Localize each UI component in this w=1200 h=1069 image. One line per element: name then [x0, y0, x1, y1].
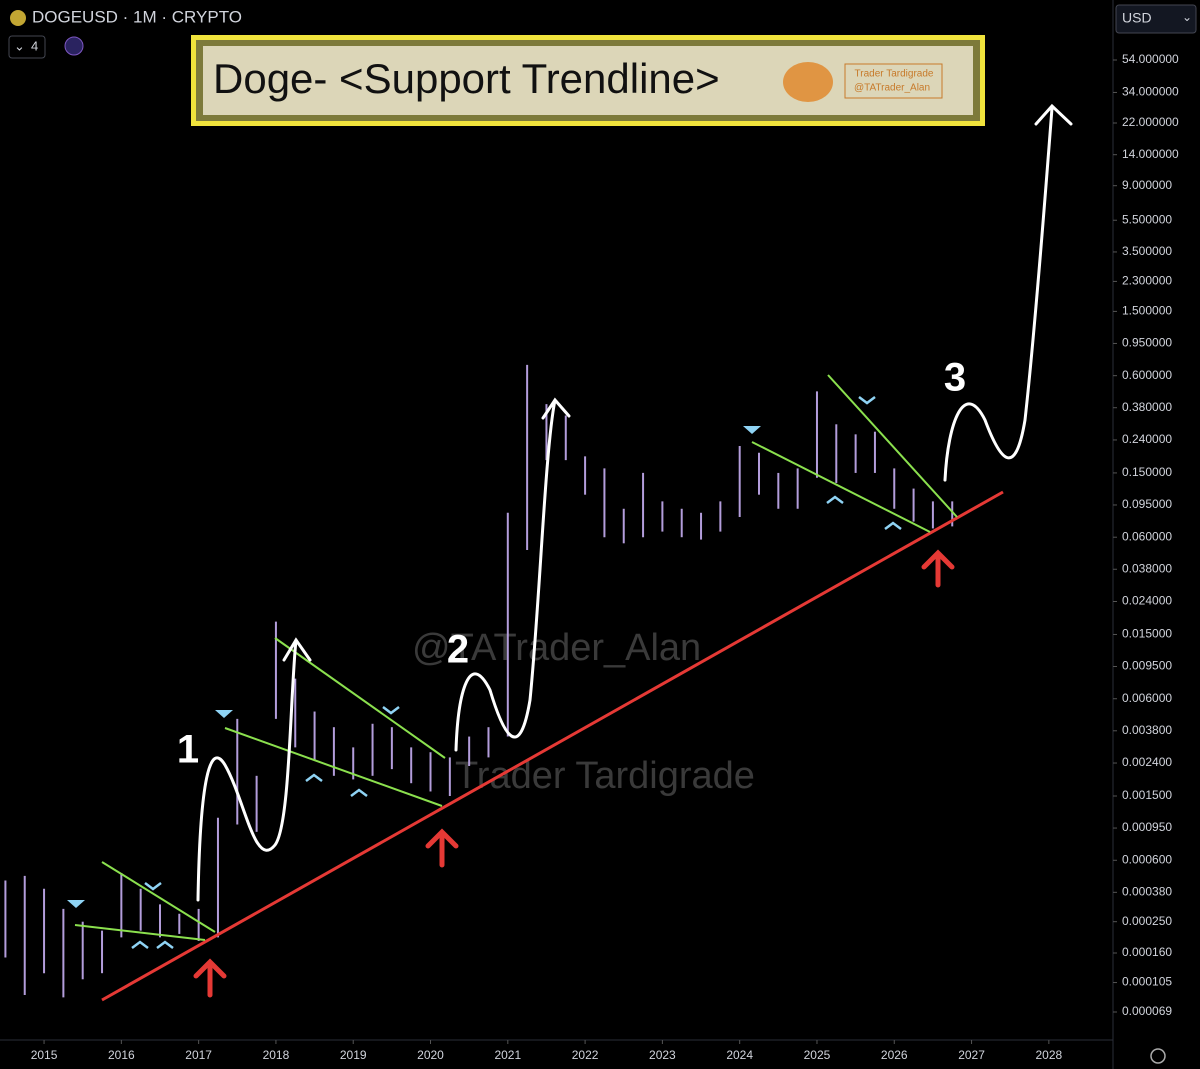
marker [215, 710, 233, 718]
badge [844, 63, 943, 99]
y-tick-label: 0.000160 [1122, 945, 1172, 959]
y-tick-label: 0.060000 [1122, 529, 1172, 543]
indicator-count: 4 [31, 38, 38, 53]
drawings [67, 103, 1073, 1002]
marker [826, 495, 902, 530]
badge-text: Trader Tardigrade [855, 69, 934, 80]
watermark: Trader Tardigrade [455, 755, 755, 797]
badge-text: @TATrader_Alan [854, 83, 930, 94]
y-tick-label: 22.000000 [1122, 115, 1179, 129]
y-tick-label: 0.015000 [1122, 627, 1172, 641]
y-tick-label: 0.006000 [1122, 691, 1172, 705]
y-tick-label: 0.001500 [1122, 788, 1172, 802]
up-arrow [193, 958, 227, 998]
up-arrow [921, 549, 955, 588]
marker [67, 900, 85, 908]
x-tick-label: 2028 [1035, 1048, 1062, 1062]
currency-select[interactable] [1115, 4, 1197, 34]
y-tick-label: 5.500000 [1122, 212, 1172, 226]
marker [858, 396, 876, 405]
x-tick-label: 2021 [494, 1048, 521, 1062]
y-tick-label: 0.024000 [1122, 594, 1172, 608]
marker [305, 773, 368, 797]
y-tick-label: 0.009500 [1122, 659, 1172, 673]
refresh-icon[interactable] [64, 36, 84, 56]
y-tick-label: 2.300000 [1122, 274, 1172, 288]
trendline [751, 441, 931, 533]
x-tick-label: 2019 [340, 1048, 367, 1062]
marker [743, 426, 761, 434]
y-tick-label: 0.000600 [1122, 852, 1172, 866]
y-tick-label: 0.380000 [1122, 400, 1172, 414]
indicator-toggle[interactable] [8, 35, 46, 59]
projection-arrow [943, 103, 1073, 482]
trendline [74, 924, 206, 941]
currency: USD [1122, 10, 1152, 26]
y-tick-label: 14.000000 [1122, 147, 1179, 161]
x-tick-label: 2016 [108, 1048, 135, 1062]
x-tick-label: 2025 [804, 1048, 831, 1062]
y-tick-label: 9.000000 [1122, 178, 1172, 192]
x-tick-label: 2027 [958, 1048, 985, 1062]
y-tick-label: 0.038000 [1122, 561, 1172, 575]
y-tick-label: 0.002400 [1122, 755, 1172, 769]
x-tick-label: 2020 [417, 1048, 444, 1062]
y-tick-label: 34.000000 [1122, 85, 1179, 99]
y-tick-label: 0.000950 [1122, 820, 1172, 834]
y-tick-label: 0.000105 [1122, 975, 1172, 989]
trendline [224, 727, 443, 807]
trendline [274, 637, 446, 759]
y-tick-label: 0.950000 [1122, 336, 1172, 350]
y-tick-label: 0.600000 [1122, 368, 1172, 382]
chevron: ⌄ [14, 38, 25, 53]
x-tick-label: 2024 [726, 1048, 753, 1062]
marker [144, 882, 162, 891]
y-tick-label: 0.095000 [1122, 497, 1172, 511]
y-tick-label: 0.000250 [1122, 914, 1172, 928]
projection-arrow [196, 637, 312, 902]
symbol: DOGEUSD · 1M · CRYPTO [32, 7, 242, 26]
x-tick-label: 2022 [572, 1048, 599, 1062]
annotation: 2 [447, 628, 469, 672]
y-tick-label: 0.000069 [1122, 1004, 1172, 1018]
chevron: ⌄ [1182, 10, 1192, 24]
y-tick-label: 1.500000 [1122, 304, 1172, 318]
logo [783, 62, 833, 102]
y-tick-label: 0.150000 [1122, 465, 1172, 479]
x-tick-label: 2023 [649, 1048, 676, 1062]
y-tick-label: 0.000380 [1122, 884, 1172, 898]
y-tick-label: 3.500000 [1122, 244, 1172, 258]
projection-arrow [454, 397, 571, 752]
annotation: 1 [177, 728, 199, 772]
annotation: 3 [944, 356, 966, 400]
up-arrow [425, 828, 459, 868]
x-tick-label: 2018 [263, 1048, 290, 1062]
x-tick-label: 2015 [31, 1048, 58, 1062]
y-tick-label: 0.003800 [1122, 723, 1172, 737]
y-tick-label: 0.240000 [1122, 432, 1172, 446]
symbol-icon [10, 10, 26, 26]
x-tick-label: 2017 [185, 1048, 212, 1062]
marker [382, 706, 400, 715]
trendline [101, 861, 216, 933]
title: Doge- <Support Trendline> [213, 55, 720, 102]
settings-icon[interactable] [1150, 1048, 1166, 1064]
x-tick-label: 2026 [881, 1048, 908, 1062]
watermark: @TATrader_Alan [412, 627, 701, 669]
y-tick-label: 54.000000 [1122, 52, 1179, 66]
marker [131, 940, 174, 949]
trendline [827, 374, 958, 518]
support-trendline [101, 490, 1004, 1002]
